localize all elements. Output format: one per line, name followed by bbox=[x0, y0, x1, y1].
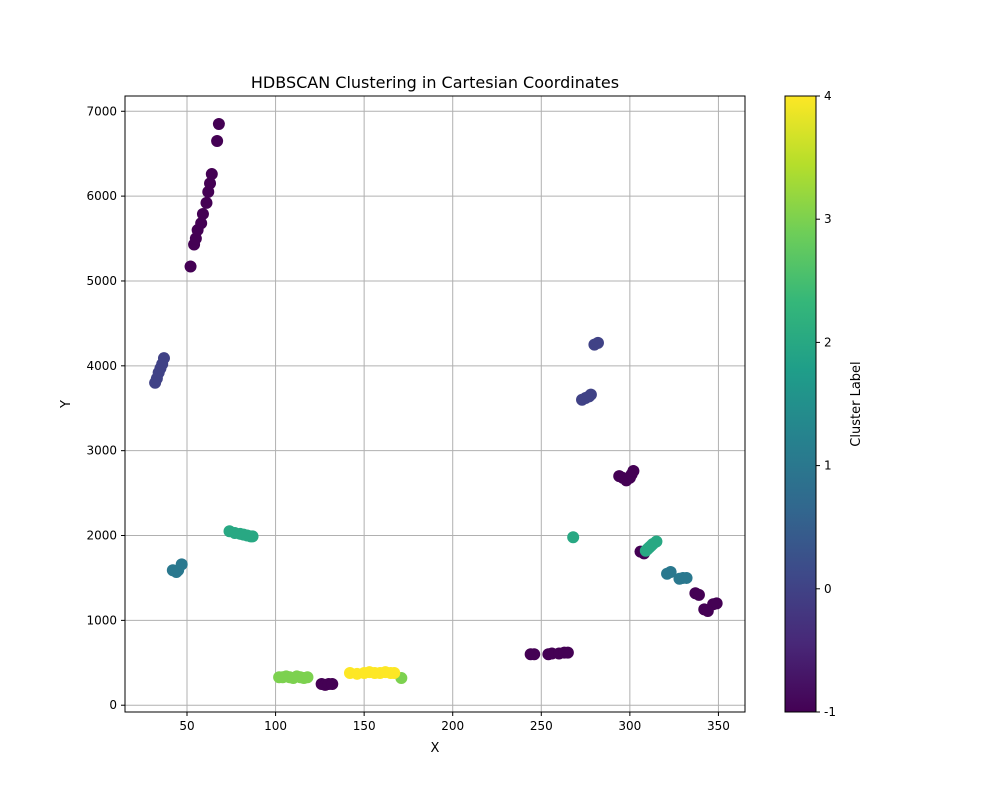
data-point bbox=[692, 588, 705, 601]
data-point bbox=[561, 646, 574, 659]
colorbar-tick-label: -1 bbox=[824, 705, 836, 719]
data-point bbox=[157, 352, 170, 365]
data-point bbox=[200, 196, 213, 209]
data-point bbox=[246, 530, 259, 543]
data-point bbox=[195, 217, 208, 230]
y-tick-label: 7000 bbox=[86, 104, 117, 118]
x-axis-label: X bbox=[431, 741, 440, 756]
y-tick-label: 5000 bbox=[86, 274, 117, 288]
y-tick-label: 4000 bbox=[86, 359, 117, 373]
colorbar-label: Cluster Label bbox=[849, 361, 864, 446]
data-point bbox=[326, 678, 339, 690]
data-point bbox=[212, 118, 225, 130]
x-tick-label: 350 bbox=[707, 719, 730, 733]
plot-area-frame bbox=[124, 95, 746, 713]
colorbar-tick-label: 0 bbox=[824, 582, 832, 596]
y-tick-label: 6000 bbox=[86, 189, 117, 203]
x-tick-label: 250 bbox=[530, 719, 553, 733]
data-point bbox=[627, 465, 640, 478]
data-point bbox=[591, 336, 604, 349]
x-tick-label: 50 bbox=[179, 719, 194, 733]
data-points bbox=[149, 118, 723, 691]
data-point bbox=[211, 134, 224, 147]
data-point bbox=[205, 168, 218, 181]
data-point bbox=[650, 535, 663, 548]
x-tick-label: 200 bbox=[441, 719, 464, 733]
colorbar-tick-label: 3 bbox=[824, 212, 832, 226]
y-tick-label: 1000 bbox=[86, 613, 117, 627]
data-point bbox=[301, 671, 314, 684]
data-point bbox=[204, 177, 217, 190]
colorbar-tick-label: 4 bbox=[824, 89, 832, 103]
data-point bbox=[664, 566, 677, 578]
x-tick-label: 300 bbox=[618, 719, 641, 733]
data-point bbox=[175, 558, 188, 571]
x-tick-label: 150 bbox=[353, 719, 376, 733]
data-point bbox=[388, 666, 401, 679]
data-point bbox=[184, 260, 197, 273]
chart-title: HDBSCAN Clustering in Cartesian Coordina… bbox=[251, 73, 619, 92]
y-axis-label: Y bbox=[59, 400, 74, 409]
grid-lines bbox=[125, 96, 745, 712]
data-point bbox=[710, 597, 723, 610]
y-tick-label: 2000 bbox=[86, 529, 117, 543]
data-point bbox=[196, 207, 209, 220]
data-point bbox=[680, 571, 693, 584]
data-point bbox=[584, 388, 597, 401]
x-tick-label: 100 bbox=[264, 719, 287, 733]
data-point bbox=[567, 531, 580, 544]
y-tick-label: 3000 bbox=[86, 444, 117, 458]
colorbar-ticks: -1 0 1 2 3 4 bbox=[816, 89, 836, 719]
data-point bbox=[528, 648, 541, 661]
y-tick-label: 0 bbox=[109, 698, 117, 712]
colorbar-tick-label: 2 bbox=[824, 335, 832, 349]
colorbar-tick-label: 1 bbox=[824, 459, 832, 473]
axes: 50 100 150 200 250 300 350 0 1000 2000 3000 4000 500… bbox=[86, 104, 729, 733]
colorbar bbox=[784, 95, 817, 713]
